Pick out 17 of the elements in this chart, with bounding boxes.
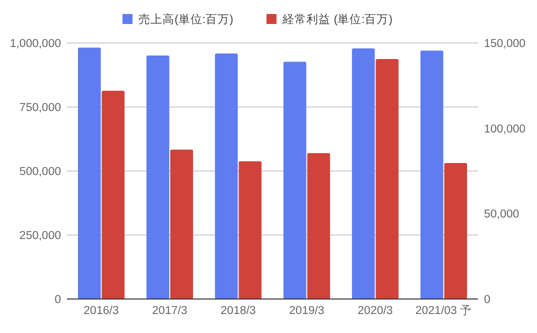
y-tick-label: 500,000: [19, 166, 61, 178]
y2-tick-label: 50,000: [484, 208, 520, 221]
x-tick-label: 2021/03 予: [415, 304, 472, 317]
legend-label: 経常利益 (単位:百万): [282, 13, 393, 26]
y-tick-label: 0: [54, 294, 61, 306]
x-tick-label: 2016/3: [84, 305, 119, 317]
x-tick-label: 2018/3: [220, 305, 256, 317]
y2-tick-label: 150,000: [484, 38, 526, 50]
x-tick-label: 2019/3: [289, 305, 324, 317]
x-tick-label: 2017/3: [152, 305, 188, 317]
x-tick-label: 2020/3: [358, 305, 393, 317]
y-tick-label: 1,000,000: [10, 38, 61, 50]
y2-tick-label: 0: [484, 294, 490, 306]
y-tick-label: 250,000: [19, 230, 61, 242]
y-tick-label: 750,000: [19, 102, 61, 114]
y2-tick-label: 100,000: [484, 123, 526, 136]
legend-label: 売上高(単位:百万): [138, 12, 234, 26]
